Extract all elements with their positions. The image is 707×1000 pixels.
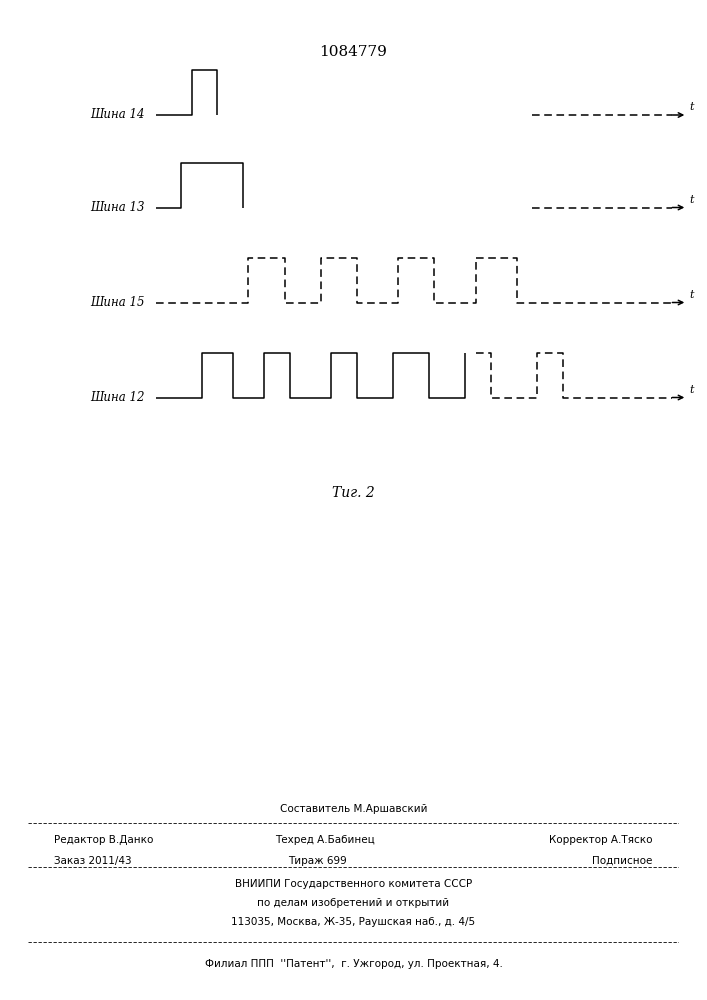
Text: Техред А.Бабинец: Техред А.Бабинец	[276, 835, 375, 845]
Text: t: t	[689, 290, 694, 300]
Text: Заказ 2011/43: Заказ 2011/43	[54, 856, 132, 866]
Text: ВНИИПИ Государственного комитета СССР: ВНИИПИ Государственного комитета СССР	[235, 879, 472, 889]
Text: Филиал ППП  ''Патент'',  г. Ужгород, ул. Проектная, 4.: Филиал ППП ''Патент'', г. Ужгород, ул. П…	[204, 959, 503, 969]
Text: 1084779: 1084779	[320, 45, 387, 59]
Text: Редактор В.Данко: Редактор В.Данко	[54, 835, 153, 845]
Text: по делам изобретений и открытий: по делам изобретений и открытий	[257, 898, 450, 908]
Text: Шина 15: Шина 15	[90, 296, 145, 309]
Text: Корректор А.Тяско: Корректор А.Тяско	[549, 835, 653, 845]
Text: Шина 13: Шина 13	[90, 201, 145, 214]
Text: Τиг. 2: Τиг. 2	[332, 486, 375, 500]
Text: Тираж 699: Тираж 699	[288, 856, 347, 866]
Text: t: t	[689, 103, 694, 112]
Text: Шина 14: Шина 14	[90, 108, 145, 121]
Text: Составитель М.Аршавский: Составитель М.Аршавский	[280, 804, 427, 814]
Text: 113035, Москва, Ж-35, Раушская наб., д. 4/5: 113035, Москва, Ж-35, Раушская наб., д. …	[231, 917, 476, 927]
Text: Шина 12: Шина 12	[90, 391, 145, 404]
Text: t: t	[689, 385, 694, 395]
Text: t: t	[689, 195, 694, 205]
Text: Подписное: Подписное	[592, 856, 653, 866]
